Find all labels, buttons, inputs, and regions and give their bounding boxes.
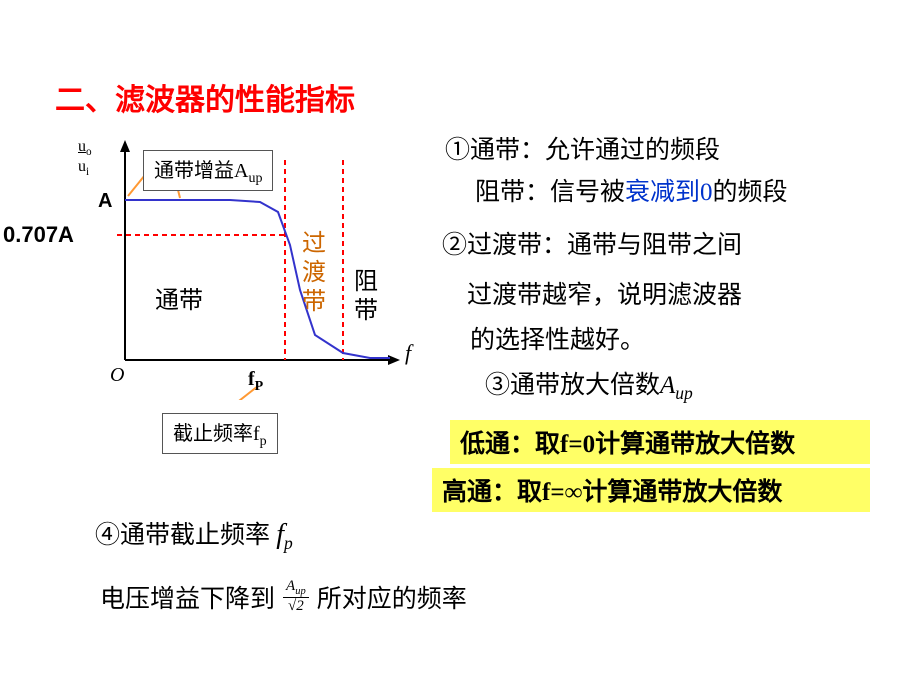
y-axis-label: uo ui	[78, 138, 92, 178]
callout-fp-label: 截止频率f	[173, 423, 260, 445]
y-label-denom: u	[78, 158, 86, 175]
bullet-5-gaindrop: 电压增益下降到 Aup √2 所对应的频率	[100, 578, 467, 615]
bullet-1-stopband: 阻带：信号被衰减到0的频段	[475, 172, 788, 208]
b5-num-A: A	[286, 578, 295, 594]
b5-post: 所对应的频率	[317, 579, 467, 615]
bullet-1-passband: ①通带：允许通过的频段	[445, 130, 720, 166]
callout-aup: 通带增益Aup	[143, 150, 273, 191]
region-passband: 通带	[155, 280, 203, 315]
label-origin: O	[110, 364, 124, 387]
b5-num-sub: up	[295, 586, 306, 597]
region-transition: 过渡带	[302, 230, 328, 316]
bullet-2-transition: ②过渡带：通带与阻带之间	[442, 225, 742, 261]
b5-den: √2	[283, 598, 309, 615]
y-axis-arrow	[120, 140, 130, 152]
bullet-2-note1: 过渡带越窄，说明滤波器	[467, 275, 742, 311]
b1b-post: 的频段	[713, 179, 788, 206]
callout-fp: 截止频率fp	[162, 413, 278, 454]
callout-fp-sub: p	[260, 434, 267, 449]
callout-aup-sub: up	[248, 171, 262, 186]
y-label-denom-sub: i	[86, 166, 89, 178]
b4-pre: ④通带截止频率	[95, 522, 270, 549]
b4-f: f	[276, 519, 284, 550]
region-stopband: 阻带	[354, 268, 380, 326]
label-fp: fP	[248, 368, 263, 395]
highlight-lowpass: 低通：取f=0计算通带放大倍数	[450, 420, 870, 464]
y-label-numer-sub: o	[86, 146, 92, 158]
b4-sub: p	[284, 533, 293, 553]
b5-pre: 电压增益下降到	[100, 579, 275, 615]
highlight-highpass: 高通：取f=∞计算通带放大倍数	[432, 468, 870, 512]
label-f-axis: f	[405, 340, 411, 366]
bullet-3-aup: ③通带放大倍数Aup	[485, 365, 693, 404]
b3-A: A	[660, 372, 675, 399]
bullet-2-note2: 的选择性越好。	[470, 320, 645, 356]
callout-aup-label: 通带增益A	[154, 160, 248, 182]
y-label-numer: u	[78, 138, 86, 155]
label-0707A: 0.707A	[3, 222, 74, 248]
label-A: A	[98, 190, 112, 213]
response-curve	[125, 200, 390, 358]
x-axis-arrow	[388, 355, 400, 365]
b3-pre: ③通带放大倍数	[485, 372, 660, 399]
b1b-mid: 衰减到0	[625, 179, 713, 206]
b3-sub: up	[675, 383, 693, 403]
heading-text: 二、滤波器的性能指标	[55, 84, 355, 117]
bullet-4-cutoff: ④通带截止频率 fp	[95, 515, 293, 554]
b1b-pre: 阻带：信号被	[475, 179, 625, 206]
section-heading: 二、滤波器的性能指标	[55, 75, 355, 119]
